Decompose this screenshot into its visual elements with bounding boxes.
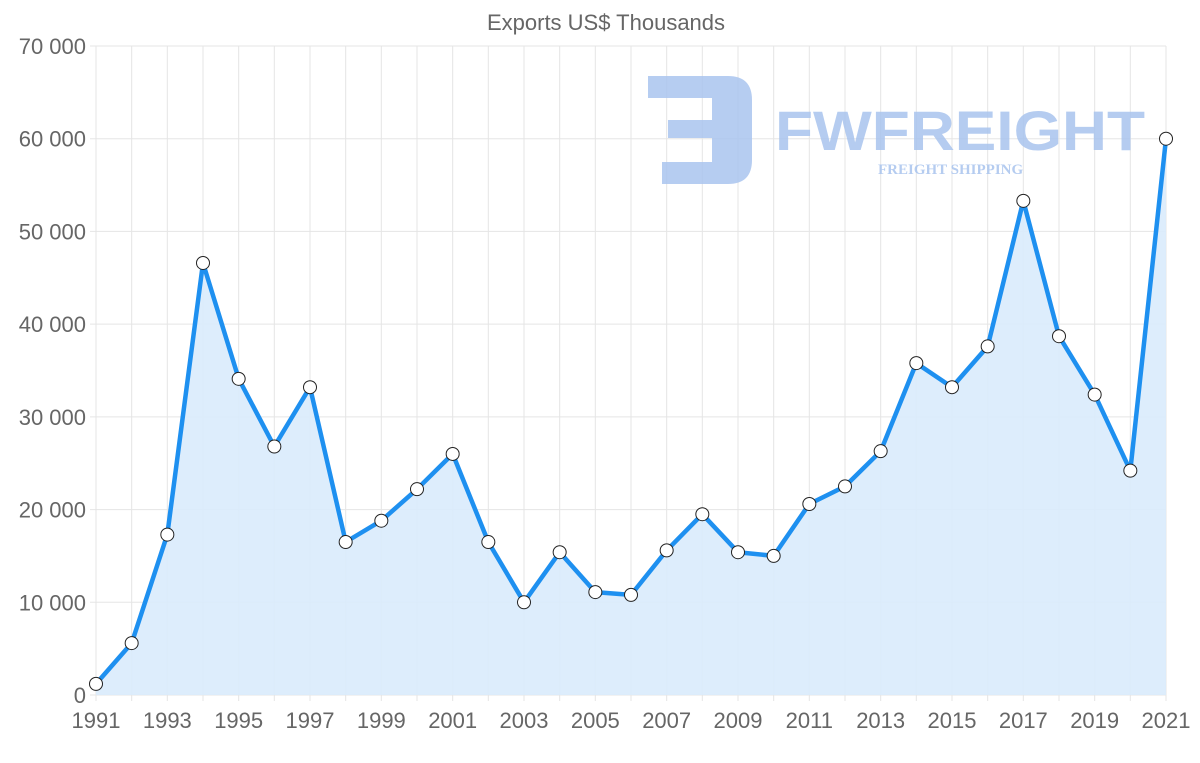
data-point: [445, 446, 460, 461]
data-point: [196, 255, 210, 270]
x-axis-labels: 1991 1993 1995 1997 1999 2001 2003 2005 2007 2009…: [72, 708, 1191, 733]
data-point: [124, 636, 139, 651]
x-tick-label: 2007: [642, 708, 691, 733]
x-tick-label: 2013: [856, 708, 905, 733]
data-point: [338, 535, 353, 550]
y-tick-label: 50 000: [19, 219, 86, 244]
data-point: [909, 356, 924, 371]
series-exports: [89, 131, 1173, 695]
data-point: [624, 587, 638, 602]
x-tick-label: 2001: [428, 708, 477, 733]
data-point: [980, 339, 995, 354]
chart-title: Exports US$ Thousands: [487, 10, 725, 35]
x-tick-label: 1995: [214, 708, 263, 733]
y-tick-label: 40 000: [19, 312, 86, 337]
data-point: [89, 676, 103, 691]
data-point: [267, 439, 282, 454]
x-tick-label: 2019: [1070, 708, 1119, 733]
watermark-tagline: FREIGHT SHIPPING: [878, 162, 1023, 178]
data-point: [945, 380, 959, 395]
data-point: [1087, 387, 1102, 402]
x-tick-label: 1991: [72, 708, 121, 733]
fwfreight-logo-watermark: FWFREIGHT FREIGHT SHIPPING: [648, 76, 1145, 184]
x-tick-label: 2009: [714, 708, 763, 733]
data-point: [231, 371, 246, 386]
x-tick-label: 2005: [571, 708, 620, 733]
data-point: [552, 545, 567, 560]
x-tick-label: 1997: [286, 708, 335, 733]
x-tick-label: 2015: [928, 708, 977, 733]
data-point: [873, 444, 888, 459]
area-fill: [96, 138, 1166, 695]
x-tick-label: 2017: [999, 708, 1048, 733]
y-tick-label: 10 000: [19, 590, 86, 615]
data-point: [731, 545, 745, 560]
data-point: [838, 479, 852, 494]
y-tick-label: 30 000: [19, 405, 86, 430]
data-point: [517, 595, 531, 610]
data-point: [695, 507, 710, 522]
x-tick-label: 1999: [357, 708, 406, 733]
data-point: [410, 482, 424, 497]
data-point: [659, 543, 674, 558]
data-point: [588, 585, 603, 600]
y-tick-label: 70 000: [19, 34, 86, 59]
data-point: [374, 513, 389, 528]
data-point: [481, 535, 496, 550]
data-point: [802, 497, 817, 512]
y-axis-labels: 0 10 000 20 000 30 000 40 000 50 000 60 000 70 …: [19, 34, 86, 708]
data-point: [160, 527, 175, 542]
data-point: [1052, 329, 1066, 344]
x-tick-label: 2003: [500, 708, 549, 733]
x-tick-label: 2011: [786, 708, 833, 733]
x-tick-label: 2021: [1142, 708, 1191, 733]
y-tick-label: 0: [74, 683, 86, 708]
data-point: [1159, 131, 1173, 146]
y-tick-label: 60 000: [19, 127, 86, 152]
data-point: [1123, 463, 1138, 478]
y-tick-label: 20 000: [19, 498, 86, 523]
x-tick-label: 1993: [143, 708, 192, 733]
data-point: [1016, 193, 1031, 208]
data-point: [766, 548, 781, 563]
data-point: [303, 380, 317, 395]
watermark-brand: FWFREIGHT: [775, 99, 1145, 162]
